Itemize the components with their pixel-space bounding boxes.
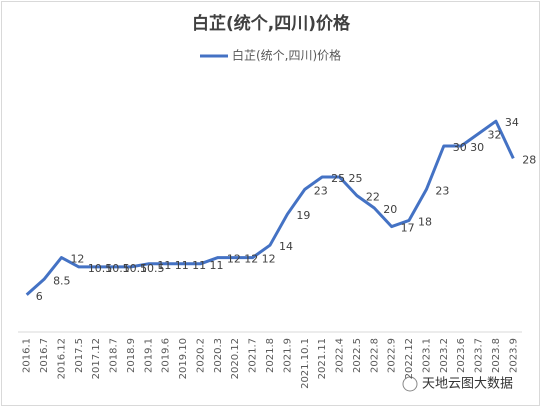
x-tick-label: 2021.11 (317, 338, 328, 379)
data-label: 14 (279, 240, 293, 253)
data-label: 12 (244, 253, 258, 266)
x-tick-label: 2021.9 (282, 338, 293, 373)
data-label: 12 (70, 253, 84, 266)
x-tick-label: 2020.2 (195, 338, 206, 373)
x-tick-label: 2021.10.1 (300, 338, 311, 389)
x-tick-label: 2020.12 (230, 338, 241, 379)
x-tick-label: 2017.5 (74, 338, 85, 373)
data-label: 11 (175, 259, 189, 272)
data-label: 25 (331, 172, 345, 185)
data-label: 10.5 (105, 262, 130, 275)
x-tick-label: 2016.7 (39, 338, 50, 373)
line (25, 119, 515, 296)
data-label: 10.5 (140, 262, 165, 275)
x-tick-label: 2023.6 (456, 338, 467, 373)
x-tick-label: 2022.12 (404, 338, 415, 379)
x-tick-label: 2019.10 (178, 338, 189, 379)
data-label: 30 (470, 141, 484, 154)
data-label: 18 (418, 215, 432, 228)
x-tick-label: 2022.5 (352, 338, 363, 373)
x-tick-label: 2022.8 (369, 338, 380, 373)
x-tick-label: 2023.8 (491, 338, 502, 373)
data-label: 11 (209, 259, 223, 272)
x-tick-label: 2020.3 (213, 338, 224, 373)
watermark-icon (402, 376, 418, 392)
x-tick-label: 2022.4 (335, 338, 346, 373)
data-label: 11 (192, 259, 206, 272)
data-label: 19 (296, 209, 310, 222)
data-label: 6 (36, 290, 43, 303)
data-label: 30 (453, 141, 467, 154)
data-label: 10.5 (123, 262, 148, 275)
data-label: 23 (314, 184, 328, 197)
data-label: 17 (401, 222, 415, 235)
x-tick-label: 2023.9 (508, 338, 519, 373)
x-tick-label: 2018.7 (109, 338, 120, 373)
data-label: 20 (383, 203, 397, 216)
data-label: 8.5 (53, 274, 71, 287)
data-label: 12 (262, 253, 276, 266)
x-tick-label: 2021.7 (248, 338, 259, 373)
data-label: 28 (522, 153, 536, 166)
x-tick-label: 2023.2 (439, 338, 450, 373)
x-tick-label: 2019.1 (143, 338, 154, 373)
chart-title: 白芷(统个,四川)价格 (192, 13, 351, 34)
x-tick-label: 2023.7 (474, 338, 485, 373)
data-label: 23 (435, 184, 449, 197)
data-label: 22 (366, 191, 380, 204)
x-tick-label: 2016.12 (56, 338, 67, 379)
watermark: 天地云图大数据 (422, 377, 513, 392)
data-label: 34 (505, 116, 519, 129)
x-tick-label: 2016.1 (22, 338, 33, 373)
x-tick-label: 2023.1 (421, 338, 432, 373)
legend-label: 白芷(统个,四川)价格 (232, 48, 341, 63)
data-label: 25 (349, 172, 363, 185)
data-label: 11 (157, 259, 171, 272)
x-tick-label: 2018.9 (126, 338, 137, 373)
x-tick-label: 2022.9 (387, 338, 398, 373)
x-tick-label: 2021.8 (265, 338, 276, 373)
x-tick-label: 2019.6 (161, 338, 172, 373)
data-label: 10.5 (88, 262, 113, 275)
data-label: 32 (488, 129, 502, 142)
data-label: 12 (227, 253, 241, 266)
x-tick-label: 2017.12 (91, 338, 102, 379)
